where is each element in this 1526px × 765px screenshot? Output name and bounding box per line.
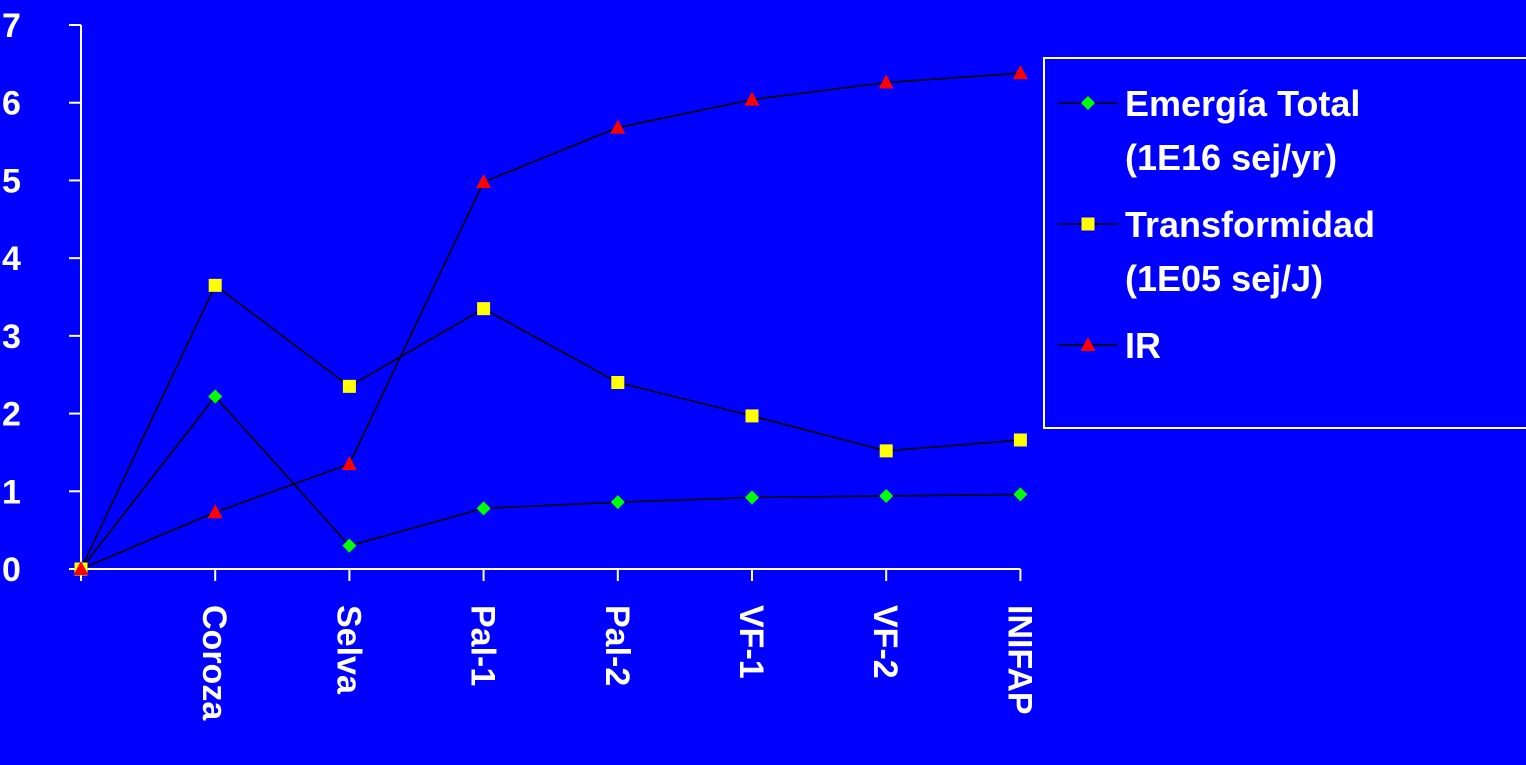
data-point-square	[879, 444, 893, 458]
data-point-diamond	[745, 490, 759, 505]
data-point-triangle	[744, 91, 760, 106]
data-point-diamond	[879, 488, 894, 503]
x-tick-label: Coroza	[195, 605, 233, 721]
data-point-diamond	[476, 501, 491, 516]
data-point-triangle	[878, 74, 894, 89]
y-tick-label: 7	[2, 7, 21, 45]
x-tick-label: Selva	[329, 605, 367, 695]
legend-label: Emergía Total	[1125, 83, 1360, 124]
data-point-diamond	[1013, 487, 1028, 502]
data-point-triangle	[341, 456, 357, 471]
data-point-diamond	[208, 389, 223, 404]
data-point-triangle	[207, 504, 223, 519]
x-tick-label: Pal-2	[598, 605, 636, 686]
axes: 0 1 2 3 4 5 6 7 Coroza Selva Pal-1 Pal-2 VF-1 VF-2 INI…	[2, 7, 1038, 721]
x-tick-label: INIFAP	[1000, 605, 1038, 715]
data-point-triangle	[73, 561, 89, 575]
y-tick-label: 6	[2, 85, 21, 123]
data-point-square	[1013, 433, 1027, 447]
data-point-triangle	[610, 119, 626, 134]
y-tick-label: 3	[2, 318, 21, 356]
data-point-diamond	[610, 495, 625, 510]
legend-label: (1E05 sej/J)	[1125, 258, 1323, 299]
legend-marker-square	[1081, 217, 1095, 231]
y-tick-label: 4	[2, 240, 21, 278]
data-point-square	[208, 278, 222, 292]
legend-label: IR	[1125, 325, 1161, 366]
y-tick-label: 5	[2, 162, 21, 200]
legend-box	[1043, 57, 1526, 429]
legend-label: Transformidad	[1125, 204, 1375, 245]
data-point-diamond	[342, 538, 357, 553]
legend-marker-triangle	[1080, 337, 1096, 351]
legend-label: (1E16 sej/yr)	[1125, 137, 1337, 178]
x-tick-label: VF-2	[866, 605, 904, 679]
data-point-triangle	[1012, 65, 1028, 80]
series-markers	[73, 65, 1028, 576]
x-tick-label: Pal-1	[464, 605, 502, 686]
x-tick-label: VF-1	[732, 605, 770, 679]
legend-marker-diamond	[1081, 96, 1095, 110]
series-lines	[80, 72, 1021, 570]
y-tick-label: 1	[2, 473, 21, 511]
y-tick-label: 0	[2, 551, 21, 589]
data-point-square	[342, 379, 356, 393]
data-point-square	[611, 375, 625, 389]
y-tick-label: 2	[2, 396, 21, 434]
data-point-square	[477, 302, 491, 316]
data-point-square	[745, 409, 759, 423]
series-line-square	[80, 284, 1021, 570]
series-line-triangle	[80, 72, 1021, 570]
series-line-diamond	[80, 395, 1021, 570]
legend: Emergía Total (1E16 sej/yr) Transformidad (…	[1043, 57, 1526, 429]
data-point-triangle	[476, 173, 492, 188]
